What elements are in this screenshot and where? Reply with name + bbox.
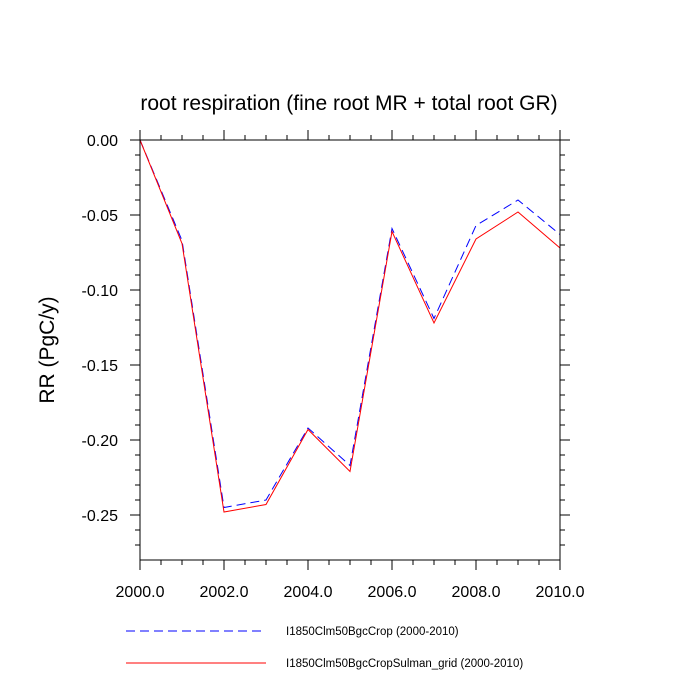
series-line-1 xyxy=(139,139,561,509)
x-tick-label: 2004.0 xyxy=(284,584,333,601)
y-tick-label: 0.00 xyxy=(87,133,118,150)
x-tick-label: 2010.0 xyxy=(536,584,585,601)
legend: I1850Clm50BgcCrop (2000-2010) I1850Clm50B… xyxy=(126,626,523,670)
y-tick-label: -0.20 xyxy=(82,433,119,450)
plot-frame xyxy=(139,139,561,561)
series-line-2 xyxy=(139,139,561,513)
y-axis-label: RR (PgC/y) xyxy=(36,296,59,403)
y-tick-label: -0.25 xyxy=(82,508,119,525)
plot-series xyxy=(139,139,561,513)
x-tick-label: 2006.0 xyxy=(368,584,417,601)
axes-ticks: 2000.0 2002.0 2004.0 2006.0 2008.0 2010.0 0.00… xyxy=(82,130,585,601)
y-tick-label: -0.10 xyxy=(82,283,119,300)
chart-title: root respiration (fine root MR + total r… xyxy=(140,92,557,115)
y-tick-label: -0.15 xyxy=(82,358,119,375)
y-tick-label: -0.05 xyxy=(82,208,119,225)
x-tick-label: 2000.0 xyxy=(116,584,165,601)
x-tick-label: 2008.0 xyxy=(452,584,501,601)
legend-label-2: I1850Clm50BgcCropSulman_grid (2000-2010) xyxy=(286,658,523,670)
x-tick-label: 2002.0 xyxy=(200,584,249,601)
legend-label-1: I1850Clm50BgcCrop (2000-2010) xyxy=(286,626,459,638)
